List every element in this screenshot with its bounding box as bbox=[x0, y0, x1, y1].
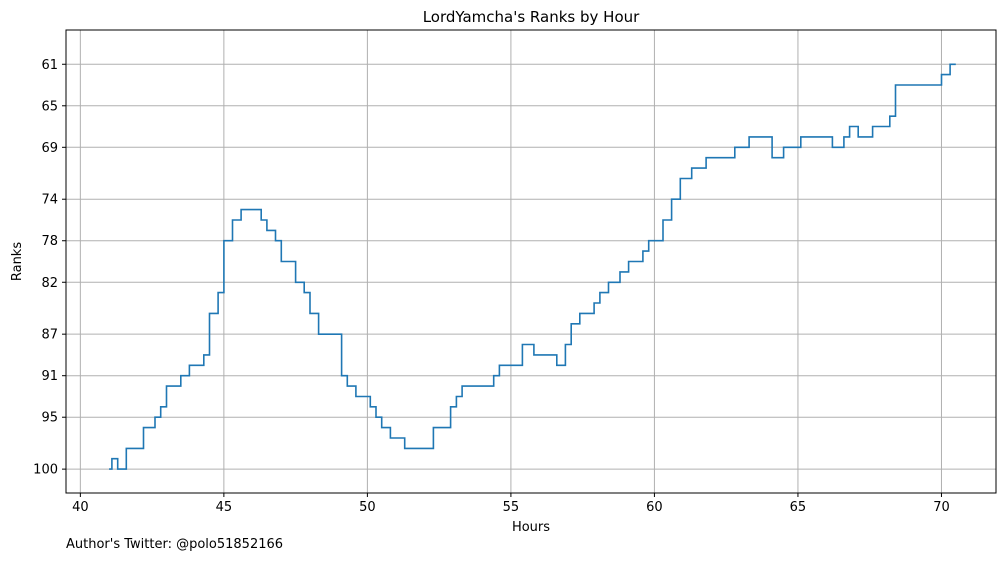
x-tick-label: 55 bbox=[503, 500, 520, 515]
y-tick-label: 91 bbox=[41, 369, 58, 384]
y-tick-label: 100 bbox=[33, 463, 58, 478]
x-tick-label: 40 bbox=[72, 500, 89, 515]
y-tick-label: 78 bbox=[41, 234, 58, 249]
y-tick-label: 87 bbox=[41, 328, 58, 343]
author-credit: Author's Twitter: @polo51852166 bbox=[66, 537, 284, 552]
rank-series-line bbox=[109, 63, 956, 470]
y-tick-label: 61 bbox=[41, 58, 58, 73]
x-tick-label: 50 bbox=[359, 500, 376, 515]
x-tick-label: 60 bbox=[646, 500, 663, 515]
axes-frame bbox=[65, 29, 997, 494]
y-axis-label: Ranks bbox=[10, 242, 25, 281]
x-tick-label: 45 bbox=[216, 500, 233, 515]
x-tick-label: 65 bbox=[790, 500, 807, 515]
y-tick-label: 74 bbox=[41, 193, 58, 208]
y-axis-ticks: 61 65 69 74 78 82 87 91 95 100 bbox=[33, 58, 66, 478]
x-axis-label: Hours bbox=[512, 520, 550, 535]
x-tick-label: 70 bbox=[933, 500, 950, 515]
y-tick-label: 95 bbox=[41, 411, 58, 426]
y-tick-label: 82 bbox=[41, 276, 58, 291]
x-axis-ticks: 40 45 50 55 60 65 70 bbox=[72, 493, 950, 515]
chart-title: LordYamcha's Ranks by Hour bbox=[423, 8, 640, 26]
grid-lines bbox=[66, 30, 996, 493]
y-tick-label: 69 bbox=[41, 141, 58, 156]
y-tick-label: 65 bbox=[41, 99, 58, 114]
